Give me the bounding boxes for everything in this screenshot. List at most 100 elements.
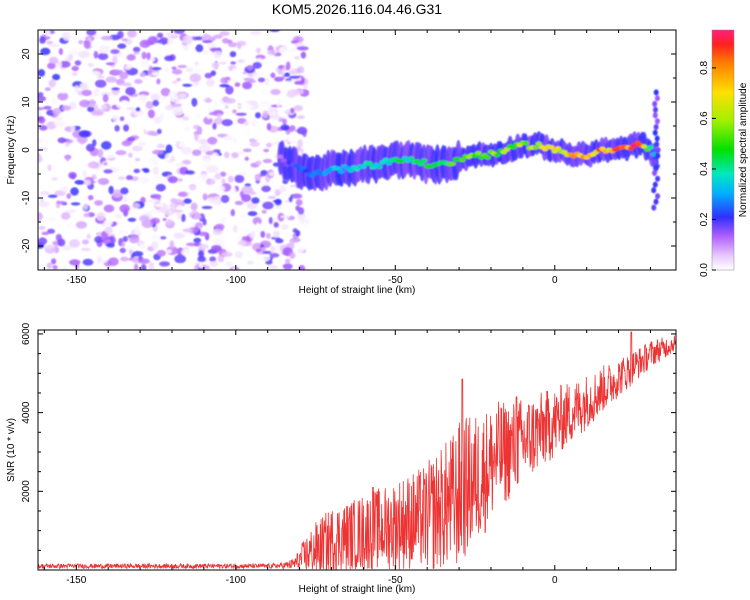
spectrogram-noise-cell — [119, 247, 127, 253]
spectrogram-noise-cell — [46, 40, 53, 45]
spectrogram-signal-cell — [376, 164, 383, 170]
spectrogram-noise-cell — [290, 107, 295, 114]
spectrogram-noise-cell — [182, 35, 193, 45]
spectrogram-noise-cell — [275, 238, 284, 244]
spectrogram-noise-cell — [104, 154, 117, 159]
spectrogram-noise-cell — [148, 199, 160, 203]
spectrogram-noise-cell — [259, 140, 267, 146]
spectrogram-noise-cell — [62, 32, 72, 41]
snr-x-tick-label: -50 — [388, 575, 403, 586]
spectrogram-noise-cell — [156, 143, 165, 149]
spectrogram-noise-cell — [282, 263, 293, 270]
spectrogram-noise-cell — [74, 60, 82, 66]
spectrogram-noise-cell — [253, 133, 259, 141]
spectrogram-noise-cell — [293, 80, 305, 85]
spectrogram-noise-cell — [127, 136, 136, 142]
spectrogram-noise-cell — [173, 232, 185, 239]
spectrogram-noise-cell — [189, 73, 202, 83]
spectrogram-noise-cell — [60, 212, 71, 220]
spectrogram-noise-cell — [196, 126, 203, 135]
spectrogram-noise-cell — [220, 77, 230, 84]
spectrogram-noise-cell — [97, 148, 104, 158]
spectrogram-noise-cell — [298, 265, 306, 270]
spectrogram-noise-cell — [228, 42, 238, 48]
spectrogram-noise-cell — [278, 65, 285, 69]
spectrogram-noise-cell — [262, 255, 271, 262]
spectrogram-signal-halo — [651, 204, 657, 211]
spectrogram-noise-cell — [138, 114, 149, 119]
spectrogram-noise-cell — [138, 94, 148, 103]
spectrogram-noise-cell — [97, 255, 102, 264]
spectrogram-noise-cell — [157, 32, 164, 39]
spectrogram-noise-cell — [241, 194, 252, 202]
colorbar-gradient — [712, 30, 734, 270]
spectrogram-noise-cell — [185, 170, 195, 175]
spectrogram-noise-cell — [254, 173, 262, 182]
spectrogram-noise-cell — [288, 75, 300, 79]
spectrogram-noise-cell — [93, 50, 99, 59]
spectrogram-noise-cell — [138, 141, 146, 147]
spectrogram-noise-cell — [61, 265, 69, 270]
spectrogram-y-label: Frequency (Hz) — [6, 116, 17, 185]
spectrogram-noise-cell — [138, 258, 150, 265]
spectrogram-noise-cell — [167, 176, 178, 184]
spectrogram-noise-cell — [193, 237, 202, 243]
spectrogram-noise-cell — [294, 56, 300, 60]
spectrogram-noise-cell — [38, 226, 46, 230]
spectrogram-signal-halo — [652, 181, 658, 188]
spectrogram-noise-cell — [212, 201, 219, 206]
spectrogram-noise-cell — [284, 199, 290, 203]
spectrogram-noise-cell — [184, 125, 190, 131]
spectrogram-noise-cell — [172, 106, 184, 116]
spectrogram-noise-cell — [124, 65, 132, 70]
spectrogram-noise-cell — [83, 179, 92, 186]
spectrogram-noise-cell — [267, 49, 277, 56]
spectrogram-noise-cell — [244, 120, 249, 127]
spectrogram-noise-cell — [79, 83, 87, 90]
spectrogram-noise-cell — [117, 43, 127, 49]
spectrogram-noise-cell — [94, 200, 103, 206]
spectrogram-signal-halo — [651, 187, 657, 194]
spectrogram-noise-cell — [224, 105, 229, 109]
spectrogram-x-tick-label: -50 — [388, 275, 403, 286]
colorbar-label: Normalized spectral amplitude — [738, 82, 749, 217]
spectrogram-noise-cell — [95, 79, 107, 88]
spectrogram-noise-cell — [66, 139, 74, 144]
spectrogram-noise-cell — [165, 32, 178, 37]
spectrogram-noise-cell — [132, 251, 144, 257]
spectrogram-signal-cell — [484, 155, 491, 160]
spectrogram-noise-cell — [65, 154, 70, 162]
spectrogram-noise-cell — [249, 30, 262, 36]
spectrogram-noise-cell — [203, 98, 213, 103]
spectrogram-noise-cell — [38, 143, 43, 147]
spectrogram-noise-cell — [103, 169, 113, 174]
spectrogram-noise-cell — [266, 142, 272, 148]
spectrogram-noise-cell — [202, 193, 208, 201]
spectrogram-signal-cell — [522, 141, 530, 146]
spectrogram-noise-cell — [204, 265, 210, 270]
spectrogram-noise-cell — [125, 87, 136, 96]
spectrogram-noise-cell — [160, 87, 171, 97]
spectrogram-noise-cell — [255, 222, 261, 230]
spectrogram-noise-cell — [221, 251, 233, 257]
spectrogram-noise-cell — [193, 213, 202, 220]
spectrogram-noise-cell — [255, 160, 262, 166]
spectrogram-noise-cell — [217, 254, 224, 263]
spectrogram-noise-cell — [265, 232, 271, 239]
spectrogram-noise-cell — [267, 107, 275, 115]
spectrogram-signal-cell — [475, 151, 482, 156]
spectrogram-noise-cell — [108, 185, 114, 195]
spectrogram-noise-cell — [236, 235, 242, 240]
snr-y-label: SNR (10 * v/v) — [6, 418, 17, 482]
spectrogram-noise-cell — [78, 130, 91, 138]
spectrogram-x-tick-label: 0 — [552, 275, 558, 286]
spectrogram-noise-cell — [121, 100, 130, 108]
spectrogram-noise-cell — [227, 175, 234, 183]
spectrogram-noise-cell — [87, 161, 100, 169]
spectrogram-noise-cell — [83, 213, 90, 218]
spectrogram-noise-cell — [171, 69, 183, 75]
spectrogram-noise-cell — [280, 215, 291, 219]
spectrogram-noise-cell — [295, 199, 303, 206]
spectrogram-noise-cell — [114, 213, 123, 220]
spectrogram-noise-cell — [162, 191, 169, 201]
